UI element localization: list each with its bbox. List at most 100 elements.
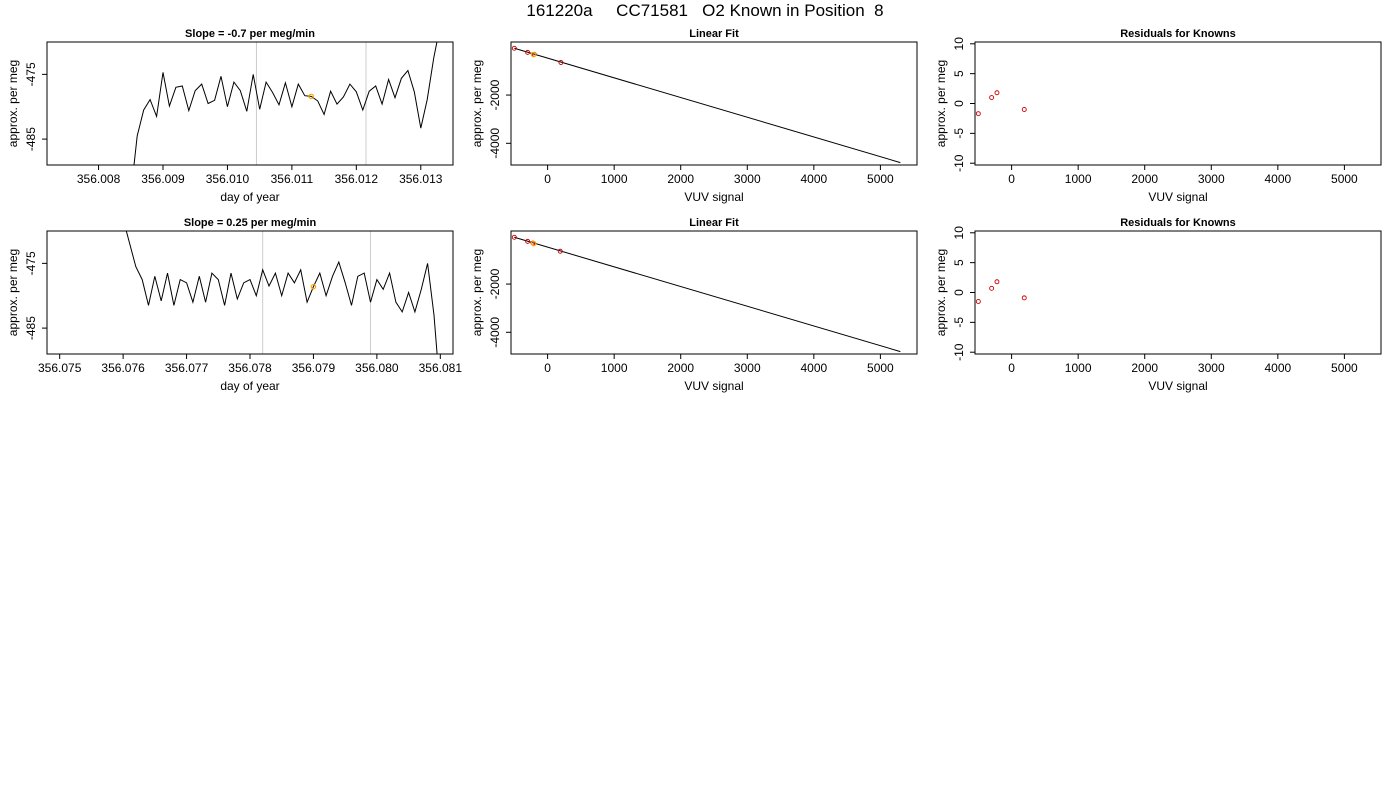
x-tick-label: 4000 [1264, 172, 1291, 186]
y-tick-label: -485 [24, 127, 38, 151]
x-tick-label: 356.010 [206, 172, 250, 186]
x-tick-label: 356.078 [228, 361, 272, 375]
y-tick-label: 5 [952, 70, 966, 77]
fit-line [514, 236, 901, 353]
chart-title: Linear Fit [689, 28, 739, 40]
plot-frame [46, 41, 454, 166]
x-tick-label: 356.013 [399, 172, 443, 186]
x-axis-label: VUV signal [1148, 379, 1207, 393]
x-tick-label: 356.012 [335, 172, 379, 186]
series-line [133, 42, 438, 165]
highlight-point [530, 51, 537, 58]
data-point [558, 60, 564, 65]
data-point [975, 299, 981, 304]
x-tick-label: 3000 [734, 361, 761, 375]
y-tick-label: -10 [952, 154, 966, 172]
data-point [994, 90, 1000, 96]
highlight-point [310, 283, 317, 290]
chart-title: Residuals for Knowns [1120, 28, 1236, 40]
x-tick-label: 356.009 [141, 172, 185, 186]
y-tick-label: -475 [24, 251, 38, 275]
x-axis-label: day of year [220, 190, 279, 204]
x-tick-label: 356.079 [292, 361, 336, 375]
data-point [557, 248, 563, 254]
series-line [125, 231, 438, 354]
x-tick-label: 2000 [1131, 361, 1158, 375]
y-tick-label: -2000 [488, 79, 502, 110]
data-point [994, 279, 1000, 285]
data-point [511, 45, 517, 51]
figure-title: 161220a CC71581 O2 Known in Position 8 [526, 1, 884, 20]
chart-title: Linear Fit [689, 217, 739, 229]
plot-area [975, 279, 1027, 304]
x-tick-label: 4000 [800, 172, 827, 186]
y-tick-label: -2000 [488, 268, 502, 299]
plot-area [975, 90, 1027, 117]
x-tick-label: 1000 [1065, 172, 1092, 186]
data-point [525, 238, 531, 244]
y-tick-label: -4000 [488, 128, 502, 159]
y-tick-label: 10 [952, 226, 966, 240]
y-tick-label: 0 [952, 100, 966, 107]
chart-panel-4: Slope = 0.25 per meg/min 356.075 356.076 35… [6, 217, 463, 393]
y-tick-label: -5 [952, 317, 966, 328]
x-tick-label: 1000 [601, 172, 628, 186]
x-tick-label: 0 [1008, 172, 1015, 186]
x-tick-label: 2000 [667, 172, 694, 186]
chart-panel-6: Residuals for Knowns 0 1000 2000 3000 4000 500… [934, 217, 1382, 393]
chart-panel-3: Residuals for Knowns 0 1000 2000 3000 4000 500… [934, 28, 1382, 204]
x-tick-label: 356.008 [77, 172, 121, 186]
x-tick-label: 0 [1008, 361, 1015, 375]
chart-panel-2: Linear Fit 0 1000 2000 3000 4000 5000 -4000 -200… [470, 28, 918, 204]
y-tick-label: 0 [952, 289, 966, 296]
data-point [511, 234, 517, 240]
x-tick-label: 1000 [1065, 361, 1092, 375]
plot-frame [46, 230, 454, 355]
y-tick-label: -5 [952, 128, 966, 139]
data-point [1021, 295, 1027, 301]
x-tick-label: 356.076 [101, 361, 145, 375]
x-tick-label: 5000 [1331, 172, 1358, 186]
fit-line [514, 47, 901, 164]
x-tick-label: 5000 [867, 172, 894, 186]
x-tick-label: 356.075 [38, 361, 82, 375]
x-tick-label: 5000 [867, 361, 894, 375]
y-axis-label: approx. per meg [470, 60, 484, 147]
plot-area [125, 231, 438, 354]
x-tick-label: 0 [544, 361, 551, 375]
data-point [975, 111, 981, 117]
plot-frame [974, 230, 1382, 355]
x-axis-label: VUV signal [1148, 190, 1207, 204]
plot-area [511, 234, 901, 353]
y-axis-label: approx. per meg [470, 249, 484, 336]
plot-frame [510, 41, 918, 166]
x-axis-label: day of year [220, 379, 279, 393]
x-tick-label: 356.011 [271, 172, 314, 186]
x-tick-label: 2000 [667, 361, 694, 375]
y-tick-label: 10 [952, 37, 966, 51]
x-tick-label: 5000 [1331, 361, 1358, 375]
x-tick-label: 356.081 [419, 361, 463, 375]
x-tick-label: 0 [544, 172, 551, 186]
y-tick-label: -4000 [488, 317, 502, 348]
plot-frame [974, 41, 1382, 166]
data-point [525, 49, 531, 55]
x-tick-label: 1000 [601, 361, 628, 375]
x-tick-label: 3000 [1198, 172, 1225, 186]
chart-panel-1: Slope = -0.7 per meg/min 356.008 356.009 35… [6, 28, 454, 204]
y-axis-label: approx. per meg [6, 249, 20, 336]
y-axis-label: approx. per meg [6, 60, 20, 147]
plot-area [511, 45, 901, 164]
chart-title: Slope = 0.25 per meg/min [184, 217, 317, 229]
x-tick-label: 3000 [734, 172, 761, 186]
x-axis-label: VUV signal [684, 379, 743, 393]
y-axis-label: approx. per meg [934, 249, 948, 336]
y-tick-label: 5 [952, 259, 966, 266]
x-tick-label: 356.077 [165, 361, 209, 375]
x-tick-label: 3000 [1198, 361, 1225, 375]
data-point [989, 95, 995, 100]
plot-area [133, 42, 438, 165]
chart-panel-5: Linear Fit 0 1000 2000 3000 4000 5000 -4000 -200… [470, 217, 918, 393]
y-tick-label: -475 [24, 62, 38, 86]
data-point [989, 285, 995, 291]
